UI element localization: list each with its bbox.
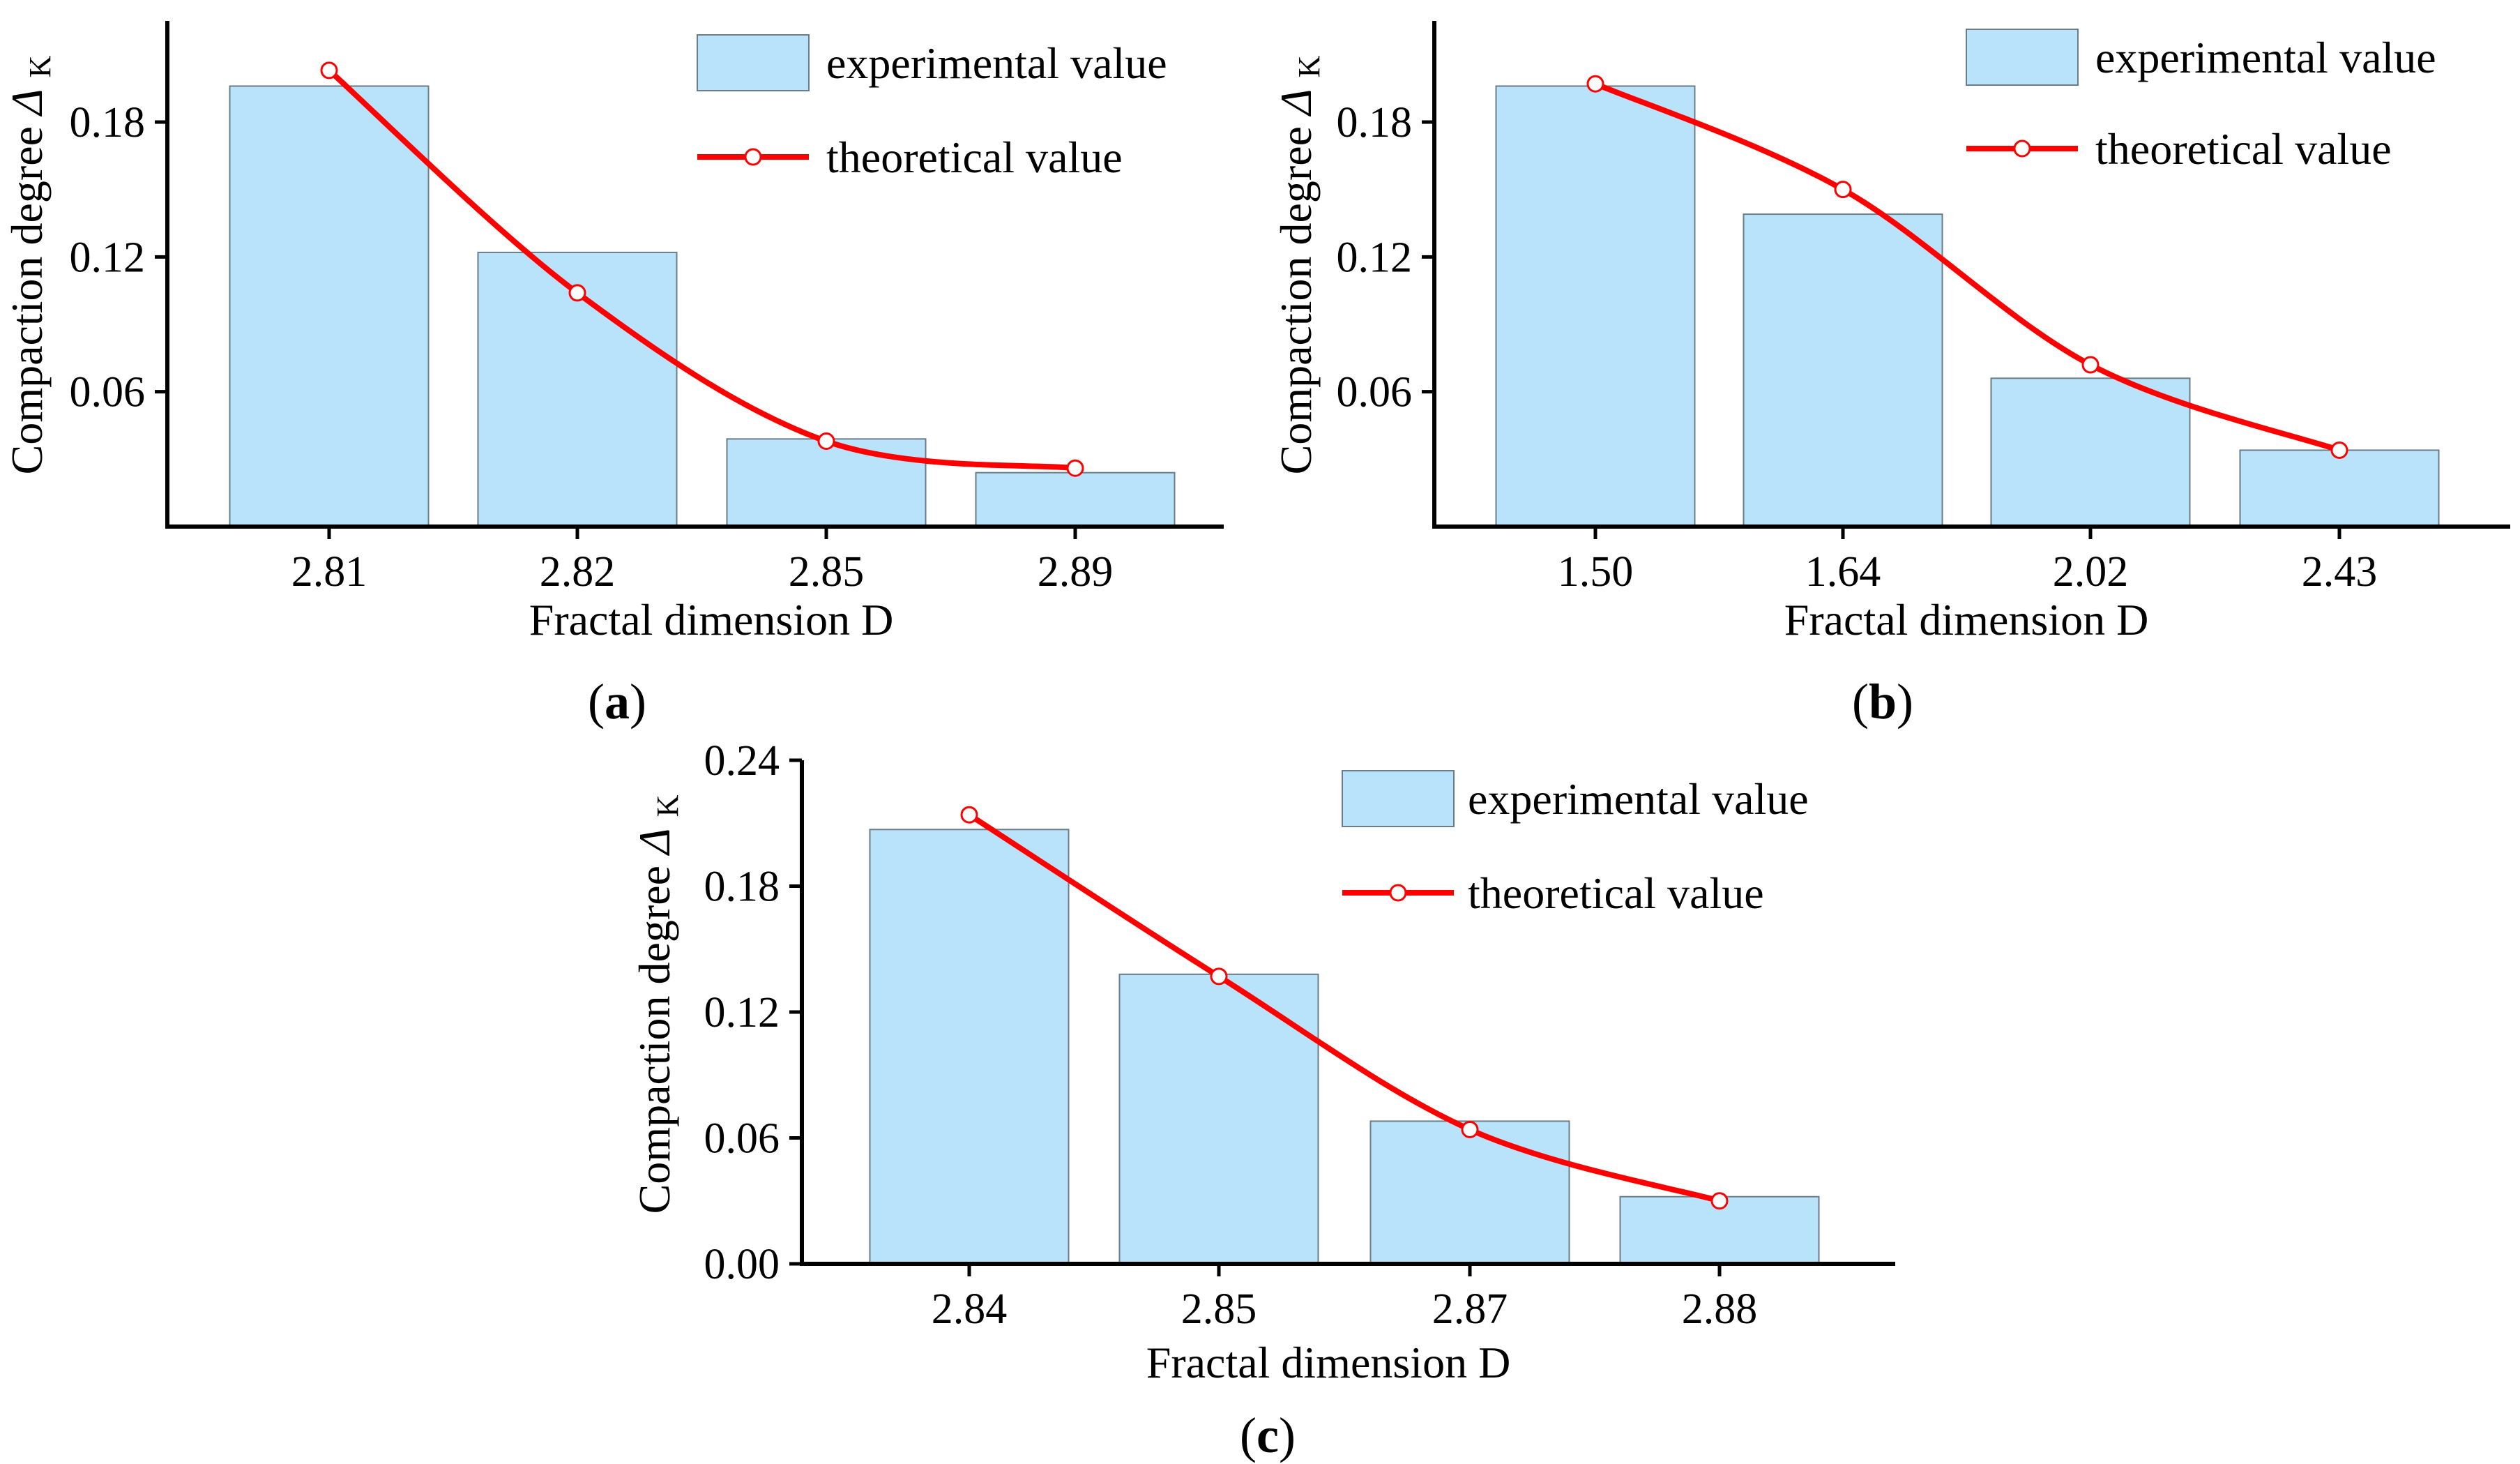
chart-panel-c: Compaction degree Δ K Fractal dimension … <box>630 737 1895 1463</box>
data-point <box>1461 1120 1479 1138</box>
y-tick-label: 0.06 <box>70 369 146 416</box>
y-tick-label: 0.18 <box>704 863 780 911</box>
data-point <box>960 806 978 824</box>
bar-series <box>869 829 1820 1265</box>
legend-label-experimental: experimental value <box>1468 774 1809 824</box>
x-tick-label: 2.81 <box>291 548 367 596</box>
legend-label-theoretical: theoretical value <box>2095 124 2392 174</box>
x-axis-title: Fractal dimension D <box>1784 595 2149 644</box>
panel-label-c: (c) <box>1240 1408 1296 1463</box>
chart-panel-b: Compaction degree Δ K Fractal dimension … <box>1271 21 2510 730</box>
bar-series <box>229 85 1176 528</box>
y-tick-label: 0.12 <box>1337 234 1413 281</box>
data-point <box>320 61 338 80</box>
chart-panel-a: Compaction degree Δ K Fractal dimension … <box>2 21 1224 730</box>
x-tick-label: 2.84 <box>932 1285 1008 1333</box>
svg-text:Compaction degree: Compaction degree Δ K <box>2 55 57 474</box>
panel-label-b: (b) <box>1852 674 1913 730</box>
line-series <box>1586 75 2348 459</box>
x-tick-label: 2.89 <box>1038 548 1114 596</box>
y-tick-label: 0.24 <box>704 737 780 785</box>
data-point <box>1066 459 1084 477</box>
data-point <box>2330 441 2348 459</box>
y-axis-title-text: Compaction degree <box>630 866 679 1214</box>
x-tick-label: 1.64 <box>1805 548 1881 596</box>
bar <box>1369 1120 1570 1265</box>
line-series <box>320 61 1084 477</box>
x-axis-title: Fractal dimension D <box>529 595 894 644</box>
legend-marker-swatch <box>744 148 762 166</box>
bar <box>229 85 430 527</box>
y-tick-label: 0.12 <box>70 234 146 281</box>
bar <box>869 829 1070 1265</box>
bar <box>1743 213 1943 527</box>
legend-bar-swatch <box>1342 770 1455 827</box>
y-tick-label: 0.06 <box>704 1115 780 1163</box>
theoretical-curve <box>327 68 1076 471</box>
y-axis-title: Compaction degree Δ K <box>1271 55 1326 474</box>
y-axis-symbol: Δ <box>1271 89 1321 117</box>
panel-label-a: (a) <box>588 674 646 730</box>
y-tick-label: 0.00 <box>704 1241 780 1288</box>
x-tick-label: 2.85 <box>789 548 865 596</box>
y-tick-label: 0.12 <box>704 989 780 1036</box>
x-axis-title: Fractal dimension D <box>1146 1338 1511 1387</box>
legend: experimental value theoretical value <box>697 34 1167 182</box>
legend-marker-swatch <box>1389 884 1407 902</box>
y-axis-title: Compaction degree Δ K <box>630 794 685 1214</box>
bar <box>975 471 1176 528</box>
data-point <box>1586 75 1604 93</box>
y-tick-label: 0.06 <box>1337 369 1413 416</box>
svg-text:Compaction degree: Compaction degree Δ K <box>1271 55 1326 474</box>
x-tick-label: 2.88 <box>1682 1285 1758 1333</box>
data-point <box>817 432 835 451</box>
bar <box>1990 377 2191 527</box>
line-series <box>960 806 1729 1210</box>
theoretical-curve <box>967 812 1721 1204</box>
theoretical-curve <box>1594 81 2341 453</box>
legend: experimental value theoretical value <box>1966 29 2436 174</box>
data-point <box>1710 1192 1729 1210</box>
bar <box>1118 973 1319 1265</box>
data-point <box>1834 181 1852 199</box>
y-tick-label: 0.18 <box>70 99 146 146</box>
y-axis-title-text: Compaction degree <box>2 126 52 474</box>
data-point <box>568 284 586 302</box>
legend-label-experimental: experimental value <box>2095 33 2436 82</box>
x-tick-label: 2.82 <box>540 548 616 596</box>
bar <box>726 438 927 527</box>
legend-bar-swatch <box>1966 29 2079 86</box>
y-axis-title: Compaction degree Δ K <box>2 55 57 474</box>
y-axis-symbol: Δ <box>2 89 52 117</box>
x-tick-label: 2.02 <box>2053 548 2129 596</box>
legend: experimental value theoretical value <box>1342 770 1809 918</box>
legend-label-experimental: experimental value <box>826 38 1167 88</box>
y-axis-subscript: K <box>651 794 685 817</box>
data-point <box>1210 967 1228 986</box>
bar-series <box>1495 85 2440 528</box>
data-point <box>2081 356 2100 374</box>
bar <box>2239 449 2440 528</box>
y-tick-label: 0.18 <box>1337 99 1413 146</box>
x-tick-label: 2.43 <box>2302 548 2378 596</box>
x-tick-label: 2.85 <box>1181 1285 1257 1333</box>
legend-label-theoretical: theoretical value <box>1468 868 1764 918</box>
y-axis-subscript: K <box>1292 55 1326 77</box>
legend-marker-swatch <box>2013 139 2031 158</box>
legend-label-theoretical: theoretical value <box>826 133 1123 182</box>
legend-bar-swatch <box>697 34 810 91</box>
y-axis-subscript: K <box>23 55 57 77</box>
svg-text:Compaction degree: Compaction degree Δ K <box>630 794 685 1214</box>
y-axis-title-text: Compaction degree <box>1271 126 1321 474</box>
y-axis-symbol: Δ <box>630 828 679 856</box>
x-tick-label: 1.50 <box>1558 548 1634 596</box>
bar <box>1495 85 1696 527</box>
x-tick-label: 2.87 <box>1432 1285 1508 1333</box>
